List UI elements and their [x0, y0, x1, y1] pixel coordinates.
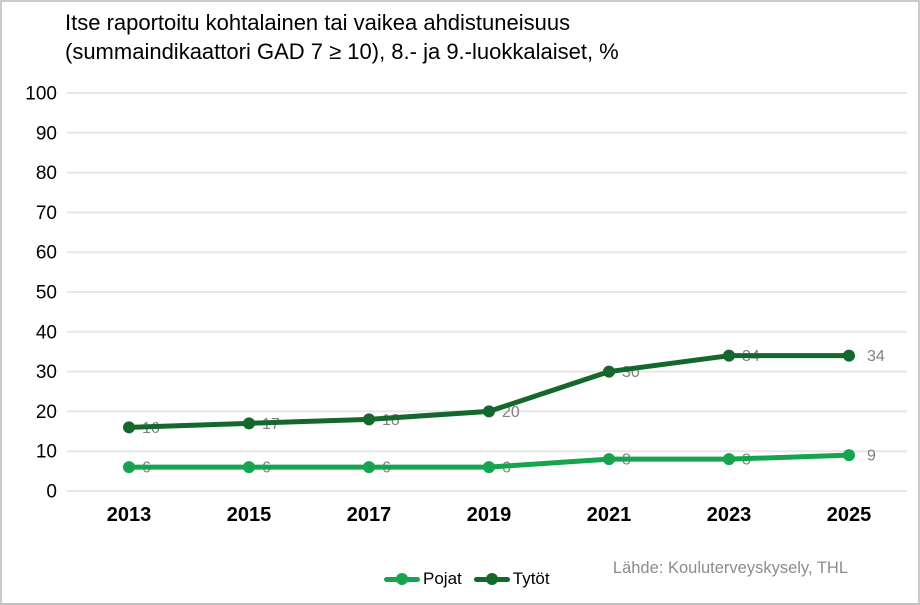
tytot-point-2025: [843, 349, 855, 362]
x-tick-label: 2017: [347, 504, 392, 526]
tytot-line-marker-icon: [473, 573, 510, 585]
y-axis-labels: 0 10 20 30 40 50 60 70 80 90 100: [25, 84, 57, 503]
tytot-point-2015: [243, 417, 255, 430]
pojat-point-2015: [243, 461, 255, 474]
tytot-point-2017: [363, 413, 375, 426]
tytot-point-2013: [123, 421, 135, 434]
tytot-point-2019: [483, 405, 495, 418]
y-tick-label: 50: [36, 283, 57, 304]
chart-title-line2: (summaindikaattori GAD 7 ≥ 10), 8.- ja 9…: [65, 39, 619, 64]
y-tick-label: 70: [36, 203, 57, 224]
x-tick-label: 2025: [827, 504, 872, 526]
source-note: Lähde: Kouluterveyskysely, THL: [612, 559, 848, 577]
pojat-point-2013: [123, 461, 135, 474]
series-tytot: [123, 349, 855, 434]
legend-item-tytot: Tytöt: [473, 569, 550, 589]
y-tick-label: 10: [36, 442, 57, 463]
tytot-point-2021: [603, 365, 615, 378]
y-tick-label: 0: [46, 482, 57, 503]
x-tick-label: 2015: [227, 504, 272, 526]
x-tick-label: 2023: [707, 504, 752, 526]
gridlines: [67, 92, 907, 492]
pojat-point-2019: [483, 461, 495, 474]
legend: Pojat Tytöt: [384, 567, 550, 591]
series-pojat: [123, 449, 855, 474]
y-tick-label: 90: [36, 123, 57, 144]
x-tick-label: 2021: [587, 504, 632, 526]
data-label-pojat: 9: [867, 448, 876, 465]
y-tick-label: 60: [36, 243, 57, 264]
legend-label-pojat: Pojat: [423, 569, 462, 588]
chart-title: Itse raportoitu kohtalainen tai vaikea a…: [65, 8, 619, 66]
y-tick-label: 20: [36, 402, 57, 423]
y-tick-label: 40: [36, 322, 57, 343]
y-tick-label: 80: [36, 163, 57, 184]
tytot-point-2023: [723, 349, 735, 362]
pojat-point-2025: [843, 449, 855, 462]
chart-title-line1: Itse raportoitu kohtalainen tai vaikea a…: [65, 10, 571, 35]
pojat-point-2017: [363, 461, 375, 474]
pojat-line-marker-icon: [384, 573, 420, 585]
y-tick-label: 30: [36, 362, 57, 383]
data-label-tytot: 34: [867, 348, 885, 365]
legend-item-pojat: Pojat: [384, 569, 462, 589]
y-tick-label: 100: [25, 84, 57, 105]
pojat-point-2023: [723, 453, 735, 466]
legend-label-tytot: Tytöt: [512, 569, 550, 588]
x-tick-label: 2013: [107, 504, 152, 526]
x-axis-labels: 2013 2015 2017 2019 2021 2023 2025: [107, 504, 872, 526]
pojat-point-2021: [603, 453, 615, 466]
x-tick-label: 2019: [467, 504, 512, 526]
